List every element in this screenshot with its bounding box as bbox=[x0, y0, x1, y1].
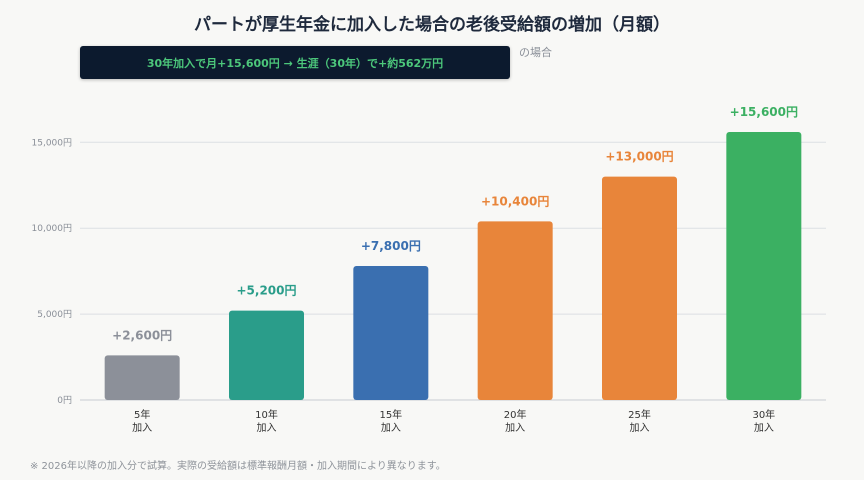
x-tick-label: 15年 bbox=[379, 408, 402, 421]
x-tick-label: 5年 bbox=[134, 408, 150, 421]
y-tick-label: 5,000円 bbox=[37, 309, 72, 320]
chart-tooltip: 30年加入で月+15,600円 → 生涯（30年）で+約562万円 bbox=[80, 46, 510, 79]
bar bbox=[353, 266, 429, 400]
x-tick-label: 20年 bbox=[504, 408, 527, 421]
x-tick-label: 10年 bbox=[255, 408, 278, 421]
bar bbox=[229, 310, 304, 400]
x-tick-label: 加入 bbox=[381, 422, 401, 434]
x-tick-label: 加入 bbox=[754, 422, 774, 434]
x-tick-label: 加入 bbox=[505, 422, 525, 434]
chart-title: パートが厚生年金に加入した場合の老後受給額の増加（月額） bbox=[194, 15, 670, 35]
data-label: +10,400円 bbox=[481, 194, 549, 208]
data-label: +7,800円 bbox=[361, 239, 421, 253]
subtitle-tail: の場合 bbox=[519, 46, 552, 59]
x-tick-label: 加入 bbox=[132, 422, 152, 434]
bar bbox=[602, 176, 677, 400]
y-tick-label: 0円 bbox=[57, 395, 72, 406]
bar bbox=[726, 132, 802, 400]
data-label: +13,000円 bbox=[605, 150, 673, 164]
x-tick-label: 30年 bbox=[752, 408, 775, 421]
x-tick-label: 加入 bbox=[630, 422, 650, 434]
data-label: +2,600円 bbox=[112, 328, 172, 342]
y-tick-label: 10,000円 bbox=[32, 223, 73, 234]
x-tick-label: 25年 bbox=[628, 408, 651, 421]
bar bbox=[477, 221, 553, 400]
x-tick-label: 加入 bbox=[257, 422, 277, 434]
y-tick-label: 15,000円 bbox=[32, 137, 73, 148]
data-label: +15,600円 bbox=[730, 105, 798, 119]
bar bbox=[104, 355, 180, 400]
data-label: +5,200円 bbox=[236, 284, 296, 298]
footnote: ※ 2026年以降の加入分で試算。実際の受給額は標準報酬月額・加入期間により異な… bbox=[30, 461, 446, 472]
